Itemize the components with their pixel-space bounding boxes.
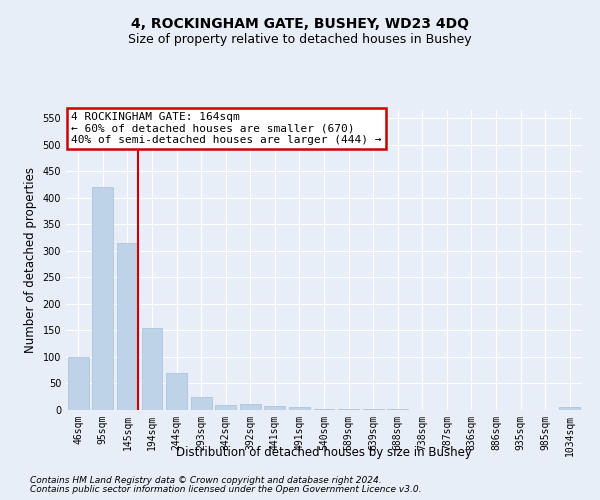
Text: 4, ROCKINGHAM GATE, BUSHEY, WD23 4DQ: 4, ROCKINGHAM GATE, BUSHEY, WD23 4DQ [131, 18, 469, 32]
Text: 4 ROCKINGHAM GATE: 164sqm
← 60% of detached houses are smaller (670)
40% of semi: 4 ROCKINGHAM GATE: 164sqm ← 60% of detac… [71, 112, 382, 144]
Bar [289, 408, 310, 410]
Bar [92, 187, 113, 410]
Bar [338, 409, 359, 410]
Bar [215, 404, 236, 410]
Bar [68, 357, 89, 410]
Bar [240, 404, 261, 410]
Bar [387, 409, 408, 410]
Bar [166, 373, 187, 410]
Bar [191, 396, 212, 410]
Bar [559, 408, 580, 410]
Text: Size of property relative to detached houses in Bushey: Size of property relative to detached ho… [128, 32, 472, 46]
Y-axis label: Number of detached properties: Number of detached properties [24, 167, 37, 353]
Bar [142, 328, 163, 410]
Bar [117, 242, 138, 410]
Text: Contains public sector information licensed under the Open Government Licence v3: Contains public sector information licen… [30, 485, 421, 494]
Text: Distribution of detached houses by size in Bushey: Distribution of detached houses by size … [176, 446, 472, 459]
Text: Contains HM Land Registry data © Crown copyright and database right 2024.: Contains HM Land Registry data © Crown c… [30, 476, 382, 485]
Bar [265, 406, 286, 410]
Bar [362, 409, 383, 410]
Bar [314, 409, 334, 410]
